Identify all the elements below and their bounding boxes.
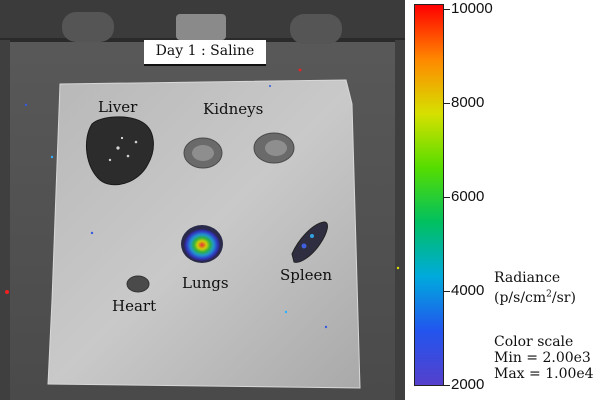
liver-spot bbox=[126, 154, 130, 158]
noise-pixel bbox=[269, 85, 271, 87]
right-edge bbox=[395, 40, 405, 400]
liver-organ bbox=[86, 116, 154, 186]
spleen-signal bbox=[310, 234, 314, 238]
heart-organ bbox=[126, 275, 150, 293]
liver-spot bbox=[120, 136, 124, 140]
color-scale-min: Min = 2.00e3 bbox=[494, 350, 591, 366]
organ-label-lungs: Lungs bbox=[182, 274, 229, 292]
spleen-organ bbox=[291, 221, 328, 263]
colorbar-tick-label: 2000 bbox=[451, 376, 485, 393]
noise-pixel bbox=[50, 155, 54, 159]
colorbar-tick bbox=[444, 291, 450, 292]
organ-label-heart: Heart bbox=[112, 297, 157, 315]
colorbar-tick bbox=[444, 9, 450, 10]
bioluminescence-photo bbox=[0, 0, 405, 400]
liver-spot bbox=[134, 140, 138, 144]
spleen-signal bbox=[301, 243, 307, 249]
kidney-right-core bbox=[265, 140, 287, 156]
liver-spot bbox=[116, 146, 120, 150]
noise-pixel bbox=[284, 310, 288, 314]
noise-pixel bbox=[24, 103, 28, 107]
day-title: Day 1 : Saline bbox=[144, 40, 266, 66]
fixture-center bbox=[176, 14, 226, 40]
kidney-left-core bbox=[192, 145, 214, 161]
color-scale-title: Color scale bbox=[494, 334, 574, 350]
noise-pixel bbox=[396, 266, 400, 270]
colorbar-tick bbox=[444, 385, 450, 386]
radiance-unit-exponent: 2 bbox=[546, 289, 552, 300]
colorbar-tick-label: 10000 bbox=[451, 0, 493, 17]
colorbar-tick-label: 4000 bbox=[451, 282, 485, 299]
left-edge bbox=[0, 40, 10, 400]
organ-label-liver: Liver bbox=[98, 98, 138, 116]
lungs-signal bbox=[184, 229, 220, 261]
colorbar-tick-label: 8000 bbox=[451, 94, 485, 111]
noise-pixel bbox=[324, 325, 328, 329]
radiance-unit: (p/s/cm2/sr) bbox=[494, 290, 576, 306]
fixture-right bbox=[290, 14, 342, 44]
colorbar-tick-label: 6000 bbox=[451, 188, 485, 205]
noise-pixel bbox=[5, 290, 9, 294]
liver-spot bbox=[108, 158, 112, 162]
radiance-unit-prefix: (p/s/cm bbox=[494, 290, 547, 306]
noise-pixel bbox=[298, 68, 302, 72]
radiance-unit-suffix: /sr) bbox=[551, 290, 576, 306]
noise-pixel bbox=[90, 231, 94, 235]
radiance-title: Radiance bbox=[494, 270, 561, 286]
radiance-color-bar bbox=[414, 4, 444, 386]
colorbar-tick bbox=[444, 197, 450, 198]
fixture-left bbox=[62, 12, 114, 42]
colorbar-tick bbox=[444, 103, 450, 104]
organ-label-spleen: Spleen bbox=[280, 266, 333, 284]
color-scale-max: Max = 1.00e4 bbox=[494, 366, 594, 382]
organ-label-kidneys: Kidneys bbox=[203, 100, 264, 118]
